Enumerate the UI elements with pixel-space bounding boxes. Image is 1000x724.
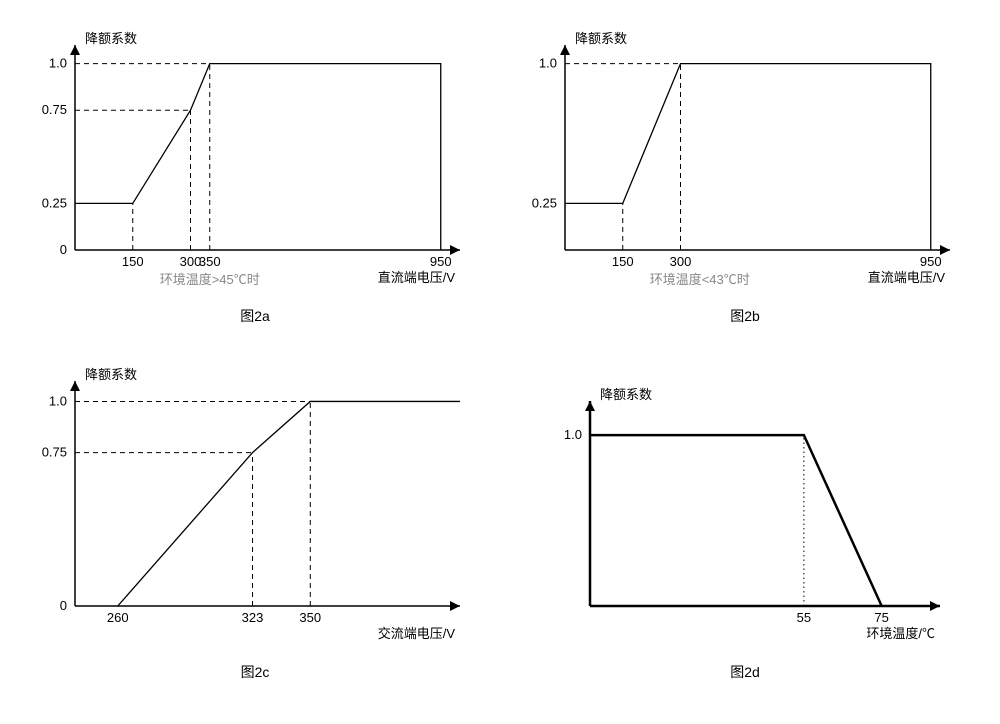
svg-text:1.0: 1.0 — [49, 56, 67, 71]
svg-text:降额系数: 降额系数 — [575, 31, 627, 46]
svg-text:300: 300 — [670, 254, 692, 269]
svg-text:降额系数: 降额系数 — [85, 367, 137, 382]
fig2b-panel: 0.25 1.0 150 300 950 降额系数直流端电压/V 环境温度<43℃时 图2b — [510, 20, 980, 326]
svg-text:0: 0 — [60, 598, 67, 613]
fig2c-caption: 图2c — [20, 662, 490, 682]
svg-text:323: 323 — [242, 610, 264, 625]
fig2a-panel: 00.250.751.0150300350950降额系数直流端电压/V环境温度>… — [20, 20, 490, 326]
svg-text:1.0: 1.0 — [539, 56, 557, 71]
svg-text:0.75: 0.75 — [42, 102, 67, 117]
fig2c-panel: 0 0.75 1.0 260 323 350 降额系数交流端电压/V 图2c — [20, 356, 490, 682]
fig2b-svg: 0.25 1.0 150 300 950 降额系数直流端电压/V 环境温度<43℃时 — [510, 20, 980, 300]
svg-text:350: 350 — [199, 254, 221, 269]
fig2a-caption: 图2a — [20, 306, 490, 326]
svg-text:150: 150 — [612, 254, 634, 269]
svg-text:0.75: 0.75 — [42, 445, 67, 460]
fig2d-caption: 图2d — [510, 662, 980, 682]
svg-text:55: 55 — [797, 610, 811, 625]
fig2d-panel: 1.0 55 75 降额系数环境温度/℃ 图2d — [510, 356, 980, 682]
svg-text:350: 350 — [299, 610, 321, 625]
svg-text:直流端电压/V: 直流端电压/V — [868, 270, 946, 285]
svg-text:75: 75 — [874, 610, 888, 625]
fig2b-caption: 图2b — [510, 306, 980, 326]
svg-text:1.0: 1.0 — [49, 393, 67, 408]
svg-text:0: 0 — [60, 242, 67, 257]
svg-text:降额系数: 降额系数 — [600, 387, 652, 402]
svg-text:950: 950 — [430, 254, 452, 269]
fig2d-svg: 1.0 55 75 降额系数环境温度/℃ — [510, 356, 980, 656]
fig2c-svg: 0 0.75 1.0 260 323 350 降额系数交流端电压/V — [20, 356, 490, 656]
svg-text:交流端电压/V: 交流端电压/V — [378, 626, 456, 641]
svg-text:0.25: 0.25 — [42, 195, 67, 210]
svg-text:150: 150 — [122, 254, 144, 269]
chart-grid: 00.250.751.0150300350950降额系数直流端电压/V环境温度>… — [20, 20, 980, 682]
svg-text:0.25: 0.25 — [532, 195, 557, 210]
svg-text:950: 950 — [920, 254, 942, 269]
svg-text:1.0: 1.0 — [564, 427, 582, 442]
svg-text:260: 260 — [107, 610, 129, 625]
svg-text:环境温度>45℃时: 环境温度>45℃时 — [160, 272, 260, 287]
fig2a-svg: 00.250.751.0150300350950降额系数直流端电压/V环境温度>… — [20, 20, 490, 300]
svg-text:环境温度<43℃时: 环境温度<43℃时 — [650, 272, 750, 287]
svg-text:直流端电压/V: 直流端电压/V — [378, 270, 456, 285]
svg-text:环境温度/℃: 环境温度/℃ — [866, 626, 935, 641]
svg-text:降额系数: 降额系数 — [85, 31, 137, 46]
